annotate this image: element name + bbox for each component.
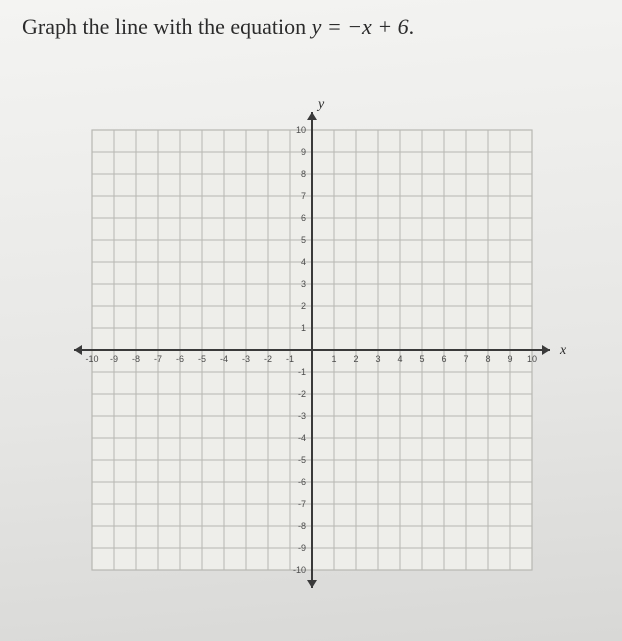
svg-text:-4: -4 <box>298 433 306 443</box>
svg-text:-10: -10 <box>85 354 98 364</box>
svg-text:1: 1 <box>301 323 306 333</box>
svg-text:5: 5 <box>419 354 424 364</box>
svg-text:-1: -1 <box>298 367 306 377</box>
svg-text:5: 5 <box>301 235 306 245</box>
svg-text:-8: -8 <box>132 354 140 364</box>
svg-text:3: 3 <box>375 354 380 364</box>
svg-text:-7: -7 <box>298 499 306 509</box>
svg-text:-6: -6 <box>176 354 184 364</box>
svg-text:-9: -9 <box>298 543 306 553</box>
svg-text:-3: -3 <box>298 411 306 421</box>
svg-text:4: 4 <box>301 257 306 267</box>
svg-text:-4: -4 <box>220 354 228 364</box>
svg-text:-5: -5 <box>198 354 206 364</box>
svg-text:2: 2 <box>301 301 306 311</box>
svg-text:-10: -10 <box>293 565 306 575</box>
question-prompt: Graph the line with the equation y = −x … <box>22 14 602 40</box>
svg-text:-2: -2 <box>264 354 272 364</box>
svg-text:6: 6 <box>301 213 306 223</box>
svg-text:6: 6 <box>441 354 446 364</box>
svg-text:7: 7 <box>301 191 306 201</box>
svg-text:8: 8 <box>301 169 306 179</box>
svg-text:1: 1 <box>331 354 336 364</box>
svg-text:9: 9 <box>301 147 306 157</box>
svg-text:-2: -2 <box>298 389 306 399</box>
svg-text:3: 3 <box>301 279 306 289</box>
svg-text:x: x <box>559 343 567 358</box>
svg-text:9: 9 <box>507 354 512 364</box>
prompt-after: . <box>409 14 415 39</box>
svg-text:8: 8 <box>485 354 490 364</box>
svg-text:-1: -1 <box>286 354 294 364</box>
svg-text:y: y <box>316 97 325 112</box>
svg-text:-6: -6 <box>298 477 306 487</box>
svg-text:10: 10 <box>296 125 306 135</box>
coordinate-grid[interactable]: -10 -9 -8 -7 -6 -5 -4 -3 -2 -1 1 2 3 4 5 6 7 8 9 10 -10 -9 -8 -… <box>50 80 575 620</box>
svg-text:-9: -9 <box>110 354 118 364</box>
page: Graph the line with the equation y = −x … <box>0 0 622 641</box>
svg-text:10: 10 <box>527 354 537 364</box>
svg-text:-5: -5 <box>298 455 306 465</box>
svg-text:-3: -3 <box>242 354 250 364</box>
equation: y = −x + 6 <box>312 14 409 39</box>
svg-text:7: 7 <box>463 354 468 364</box>
svg-text:-8: -8 <box>298 521 306 531</box>
svg-text:4: 4 <box>397 354 402 364</box>
prompt-text: Graph the line with the equation <box>22 14 312 39</box>
svg-text:2: 2 <box>353 354 358 364</box>
svg-text:-7: -7 <box>154 354 162 364</box>
grid-svg: -10 -9 -8 -7 -6 -5 -4 -3 -2 -1 1 2 3 4 5 6 7 8 9 10 -10 -9 -8 -… <box>50 80 575 620</box>
